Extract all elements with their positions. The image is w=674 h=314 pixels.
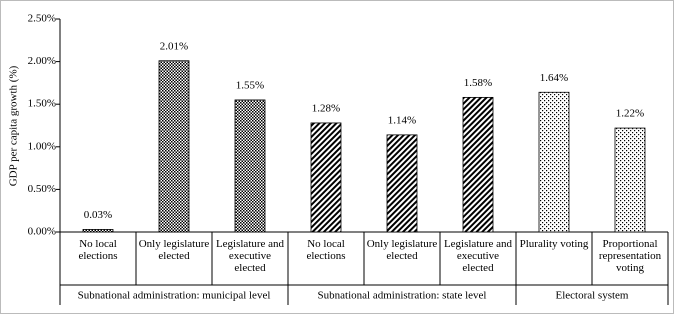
group-label: Electoral system [555,290,628,302]
group-label: Subnational administration: municipal le… [78,290,271,302]
y-tick-label: 2.00% [28,55,56,67]
x-tick-label-box: Proportional representation voting [598,238,662,274]
value-label: 2.01% [160,40,188,52]
y-tick-label: 2.50% [28,13,56,25]
x-tick-label: Plurality voting [519,238,589,250]
bar [158,60,190,233]
y-tick-label: 1.00% [28,140,56,152]
y-tick-label: 0.50% [28,183,56,195]
x-tick-label: Only legislature elected [366,238,438,262]
y-tick-label: 0.00% [28,226,56,238]
y-axis-label: GDP per capita growth (%) [8,65,20,186]
value-label: 1.64% [540,72,568,84]
bar [234,99,266,233]
x-tick-label-box: Only legislature elected [138,238,210,262]
x-tick-label-box: Legislature and executive elected [215,238,285,274]
bar [82,229,114,233]
x-tick-label: Legislature and executive elected [443,238,513,274]
x-tick-label: No local elections [78,238,118,262]
x-tick-label-box: Plurality voting [519,238,589,250]
bar [538,91,570,233]
value-label: 0.03% [84,209,112,221]
x-tick-label-box: Only legislature elected [366,238,438,262]
x-tick-label-box: Legislature and executive elected [443,238,513,274]
bar [614,127,646,233]
y-tick-label: 1.50% [28,98,56,110]
bar [386,134,418,233]
x-tick-label: Proportional representation voting [598,238,662,274]
x-tick-label-box: No local elections [78,238,118,262]
x-tick-label: No local elections [306,238,346,262]
bar [462,96,494,233]
value-label: 1.14% [388,114,416,126]
value-label: 1.22% [616,108,644,120]
x-tick-label: Legislature and executive elected [215,238,285,274]
group-label: Subnational administration: state level [318,290,487,302]
value-label: 1.28% [312,102,340,114]
value-label: 1.55% [236,79,264,91]
x-tick-label: Only legislature elected [138,238,210,262]
x-tick-label-box: No local elections [306,238,346,262]
value-label: 1.58% [464,77,492,89]
bar [310,122,342,233]
